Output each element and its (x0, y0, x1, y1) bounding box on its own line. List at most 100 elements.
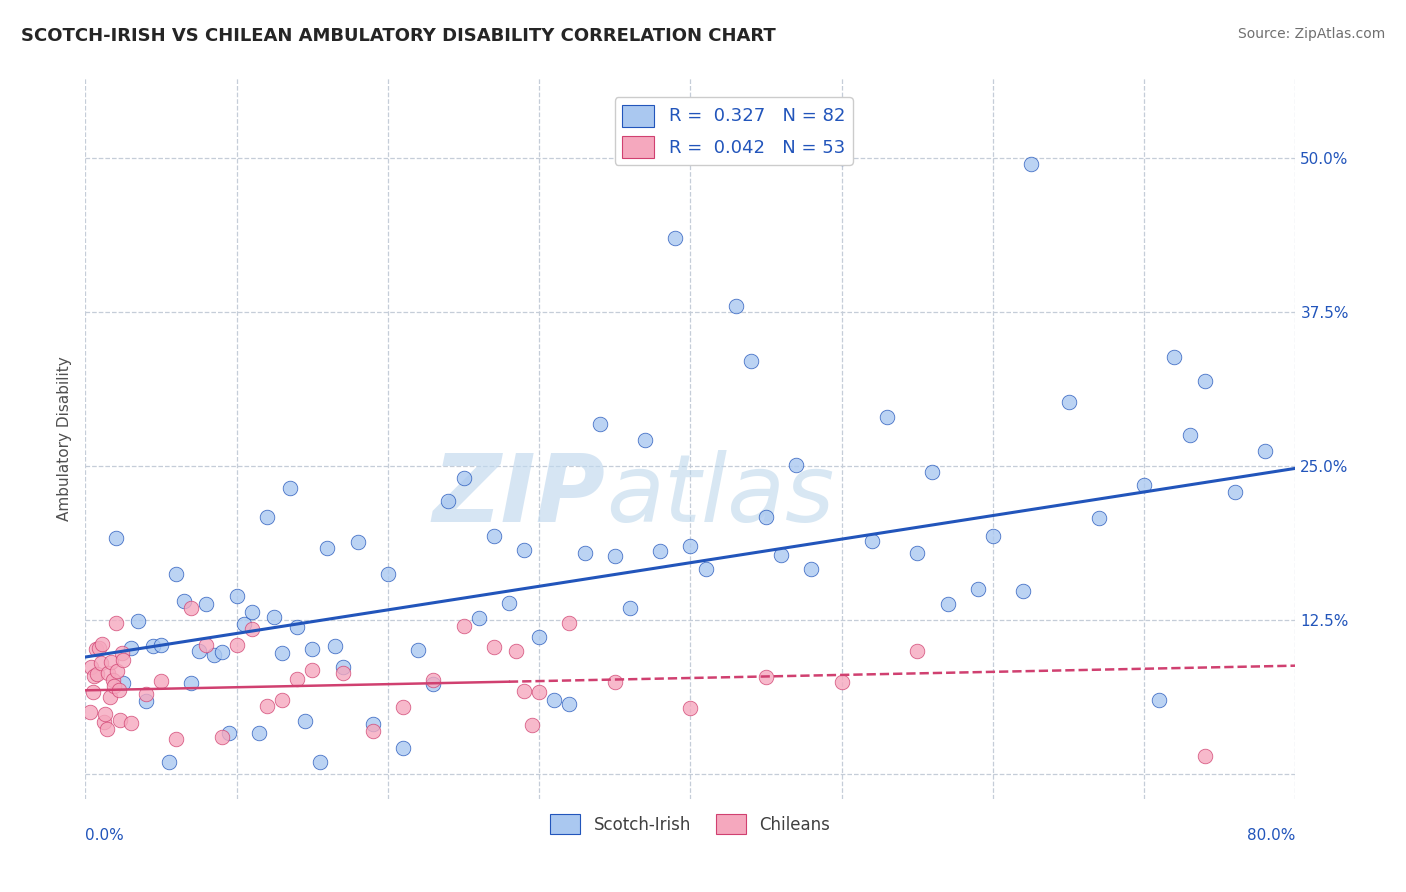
Point (558, 697, 581, 711)
Point (332, 660, 354, 674)
Point (831, 151, 853, 165)
Point (127, 614, 149, 628)
Point (180, 676, 202, 690)
Point (240, 606, 263, 620)
Point (361, 717, 384, 731)
Point (233, 616, 256, 631)
Point (108, 713, 131, 727)
Point (1019, 157, 1042, 171)
Point (256, 698, 278, 713)
Point (165, 731, 187, 746)
Point (112, 653, 135, 667)
Point (695, 562, 717, 576)
Point (256, 509, 278, 524)
Point (406, 643, 429, 657)
Point (211, 731, 233, 745)
Point (211, 645, 233, 659)
Text: 0.0%: 0.0% (86, 828, 124, 843)
Point (905, 546, 928, 560)
Point (86, 666, 108, 681)
Point (301, 642, 323, 657)
Point (1254, 443, 1277, 458)
Legend: Scotch-Irish, Chileans: Scotch-Irish, Chileans (544, 807, 837, 841)
Y-axis label: Ambulatory Disability: Ambulatory Disability (58, 356, 72, 521)
Point (650, 544, 672, 558)
Point (437, 494, 460, 508)
Point (453, 471, 475, 485)
Point (527, 685, 550, 699)
Point (634, 433, 657, 447)
Point (82, 684, 104, 698)
Point (98, 690, 121, 705)
Point (285, 673, 308, 687)
Point (1057, 395, 1080, 409)
Point (800, 562, 823, 576)
Point (111, 646, 134, 660)
Point (1149, 693, 1171, 707)
Point (316, 541, 339, 555)
Point (278, 481, 301, 495)
Point (1194, 748, 1216, 763)
Point (1194, 374, 1216, 388)
Point (966, 582, 988, 596)
Point (142, 640, 165, 654)
Point (755, 669, 778, 683)
Point (103, 679, 125, 693)
Point (679, 539, 702, 553)
Point (831, 675, 853, 690)
Point (527, 631, 550, 645)
Point (301, 663, 323, 677)
Point (377, 566, 399, 581)
Point (83, 669, 105, 683)
Point (80, 660, 103, 674)
Point (87, 641, 110, 656)
Point (574, 546, 596, 560)
Text: Source: ZipAtlas.com: Source: ZipAtlas.com (1237, 27, 1385, 41)
Point (271, 646, 294, 660)
Point (100, 655, 122, 669)
Point (785, 458, 807, 473)
Point (520, 718, 543, 732)
Point (150, 674, 173, 689)
Point (513, 543, 536, 558)
Point (664, 231, 686, 245)
Point (558, 616, 581, 631)
Point (104, 616, 127, 631)
Point (79, 705, 101, 719)
Point (97, 665, 120, 680)
Point (921, 465, 943, 479)
Point (112, 675, 135, 690)
Point (603, 549, 626, 564)
Point (1012, 583, 1035, 598)
Point (1178, 428, 1201, 442)
Point (247, 726, 270, 740)
Point (89, 657, 111, 671)
Point (603, 675, 626, 690)
Point (392, 700, 415, 714)
Point (104, 531, 127, 545)
Point (105, 664, 128, 678)
Point (323, 640, 346, 654)
Point (981, 529, 1004, 543)
Point (120, 715, 142, 730)
Point (422, 677, 444, 691)
Point (876, 409, 898, 424)
Point (294, 714, 316, 729)
Point (589, 417, 612, 432)
Point (1133, 477, 1156, 491)
Point (96, 722, 118, 736)
Point (120, 640, 142, 655)
Point (107, 683, 129, 698)
Point (187, 644, 209, 658)
Point (936, 597, 959, 611)
Point (195, 597, 218, 611)
Point (94, 707, 117, 722)
Point (1223, 485, 1246, 500)
Point (263, 610, 285, 624)
Point (218, 726, 240, 740)
Text: SCOTCH-IRISH VS CHILEAN AMBULATORY DISABILITY CORRELATION CHART: SCOTCH-IRISH VS CHILEAN AMBULATORY DISAB… (21, 27, 776, 45)
Point (860, 534, 883, 549)
Point (724, 299, 747, 313)
Point (285, 620, 308, 634)
Point (135, 694, 157, 708)
